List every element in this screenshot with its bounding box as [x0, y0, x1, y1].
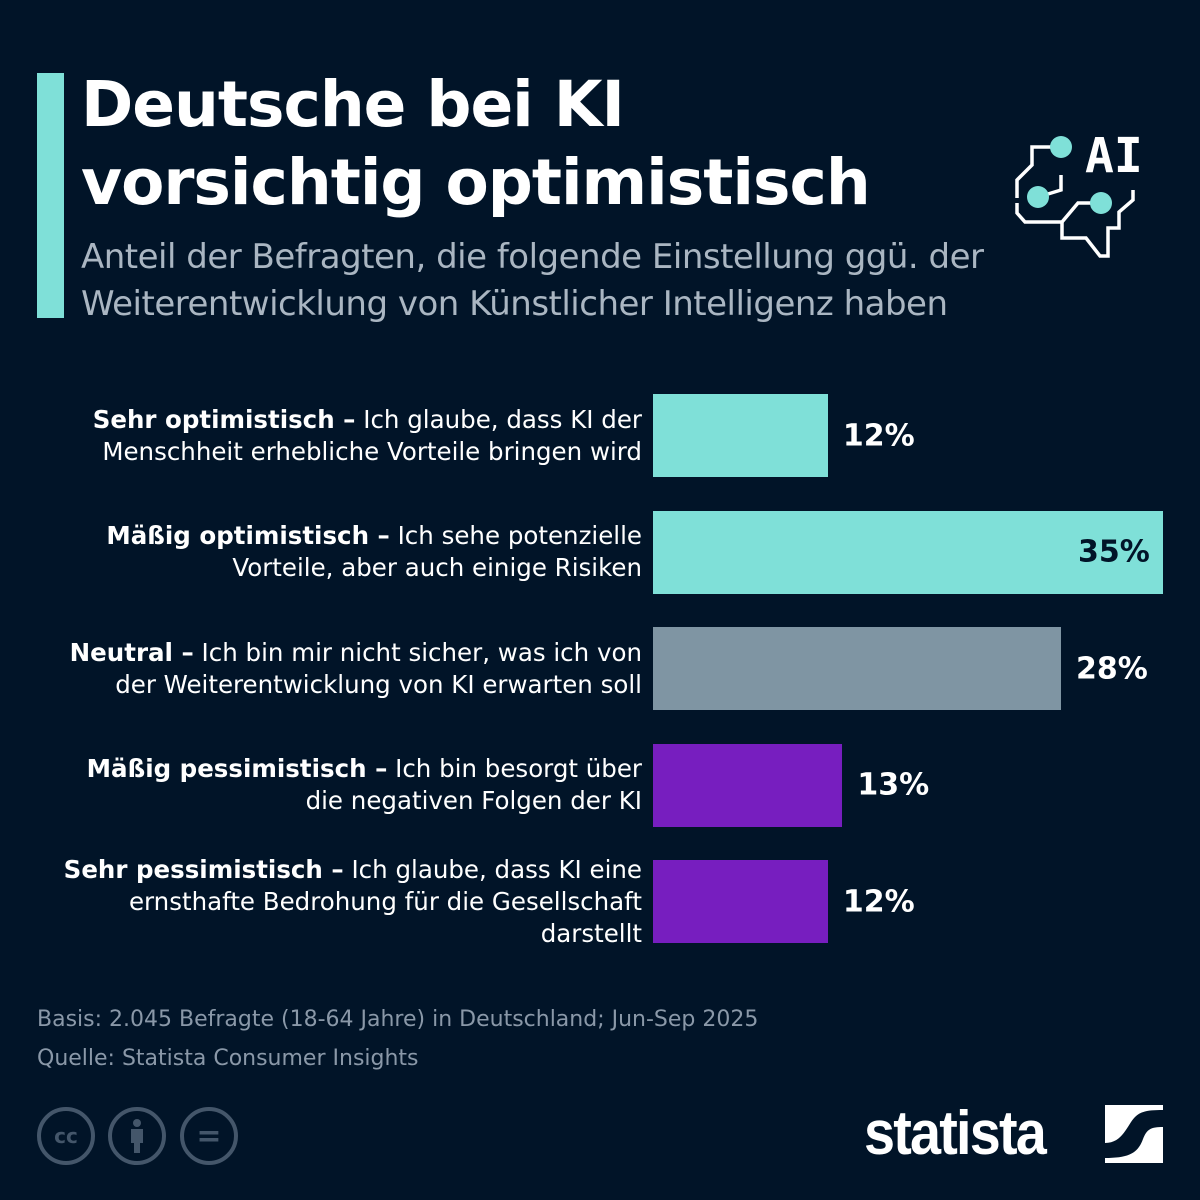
value-label: 28%: [1076, 651, 1148, 686]
category-label-bold: Mäßig optimistisch –: [106, 521, 390, 550]
category-label-text: Ich bin besorgt über die negativen Folge…: [305, 754, 642, 815]
bar: [653, 627, 1061, 710]
bar-row: Neutral – Ich bin mir nicht sicher, was …: [0, 627, 1200, 710]
category-label: Sehr pessimistisch – Ich glaube, dass KI…: [42, 854, 642, 950]
chart-subtitle: Anteil der Befragten, die folgende Einst…: [81, 237, 984, 324]
category-label: Sehr optimistisch – Ich glaube, dass KI …: [42, 404, 642, 468]
ai-brain-circuit-icon: AI: [1015, 128, 1143, 258]
category-label-text: Ich glaube, dass KI der Menschheit erheb…: [102, 404, 642, 466]
category-label-bold: Mäßig pessimistisch –: [86, 754, 388, 783]
by-attribution-icon[interactable]: [108, 1107, 166, 1165]
chart-title: Deutsche bei KI vorsichtig optimistisch: [81, 68, 871, 219]
category-label-text: Ich bin mir nicht sicher, was ich von de…: [115, 637, 642, 699]
source-note: Quelle: Statista Consumer Insights: [37, 1046, 419, 1071]
ai-icon-text: AI: [1085, 128, 1143, 184]
basis-note: Basis: 2.045 Befragte (18-64 Jahre) in D…: [37, 1007, 759, 1032]
nd-text: =: [196, 1118, 222, 1154]
nd-no-derivatives-icon[interactable]: =: [180, 1107, 238, 1165]
bar: [653, 743, 843, 827]
value-label: 12%: [842, 884, 915, 919]
category-label: Mäßig optimistisch – Ich sehe potenziell…: [42, 520, 642, 584]
bar-row: Sehr pessimistisch – Ich glaube, dass KI…: [0, 855, 1200, 948]
bar-row: Mäßig pessimistisch – Ich bin besorgt üb…: [0, 743, 1200, 827]
bar-row: Sehr optimistisch – Ich glaube, dass KI …: [0, 394, 1200, 477]
category-label-text: Ich sehe potenzielle Vorteile, aber auch…: [232, 521, 642, 582]
category-label: Neutral – Ich bin mir nicht sicher, was …: [42, 637, 642, 701]
category-label-bold: Sehr optimistisch –: [92, 404, 356, 434]
title-accent-bar: [37, 73, 64, 318]
category-label: Mäßig pessimistisch – Ich bin besorgt üb…: [42, 753, 642, 817]
category-label-text: Ich glaube, dass KI eine ernsthafte Bedr…: [128, 854, 642, 948]
cc-text: cc: [54, 1124, 78, 1148]
bar: [653, 860, 828, 943]
value-label: 12%: [842, 418, 915, 453]
cc-license-icon[interactable]: cc: [37, 1107, 95, 1165]
chart-notes: Basis: 2.045 Befragte (18-64 Jahre) in D…: [37, 1000, 758, 1078]
bar-row: Mäßig optimistisch – Ich sehe potenziell…: [0, 510, 1200, 594]
bar: [653, 510, 1163, 594]
category-label-bold: Sehr pessimistisch –: [63, 854, 344, 884]
value-label: 35%: [1078, 534, 1150, 570]
statista-logo-mark-icon: [1105, 1105, 1163, 1163]
category-label-bold: Neutral –: [69, 637, 194, 667]
bar: [653, 394, 828, 477]
statista-logo[interactable]: statista: [864, 1099, 1047, 1168]
value-label: 13%: [857, 767, 930, 803]
